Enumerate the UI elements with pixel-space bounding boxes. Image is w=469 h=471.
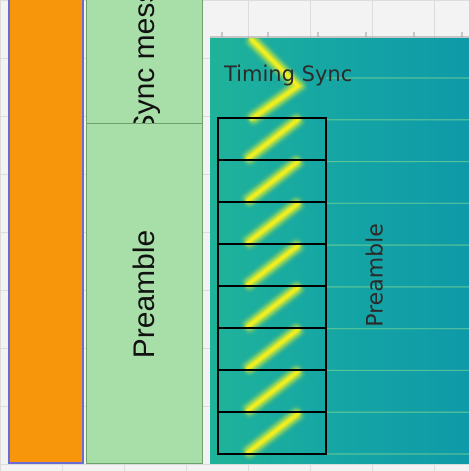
- preamble-chirp: [244, 326, 302, 372]
- preamble-block: Preamble: [86, 123, 203, 464]
- sync-chirp: [248, 38, 301, 122]
- preamble-label: Preamble: [127, 229, 161, 358]
- sync-message-block: Sync message: [86, 0, 203, 135]
- spectrogram-preamble-label: Preamble: [363, 223, 389, 327]
- preamble-chirp: [244, 410, 302, 456]
- orange-bar: [8, 0, 84, 464]
- preamble-chirp: [244, 200, 302, 246]
- timing-sync-label: Timing Sync: [224, 62, 353, 86]
- sync-message-label: Sync message: [127, 0, 161, 135]
- preamble-chirp: [244, 242, 302, 288]
- preamble-chirp: [244, 368, 302, 414]
- preamble-chirp: [244, 158, 302, 204]
- preamble-chirp: [244, 284, 302, 330]
- chirp-box: [217, 411, 327, 455]
- spectrogram-axis-ticks: [210, 32, 469, 38]
- preamble-chirp: [244, 116, 302, 162]
- spectrogram: [210, 38, 469, 464]
